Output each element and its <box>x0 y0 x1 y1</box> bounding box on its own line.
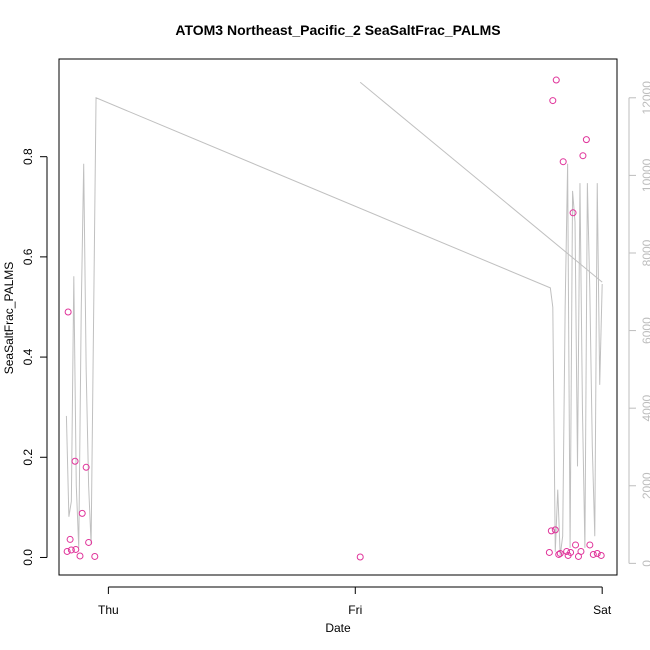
data-point <box>551 526 559 534</box>
y2-tick-label: 0 <box>640 560 650 567</box>
data-point <box>559 158 567 166</box>
data-point <box>82 463 90 471</box>
data-point <box>556 549 564 557</box>
data-point <box>569 209 577 217</box>
line-series-1 <box>65 97 603 556</box>
data-point <box>356 553 364 561</box>
x-tick-label: Thu <box>98 603 119 617</box>
point-series-layer <box>63 76 605 561</box>
y-tick-label: 0.8 <box>21 148 35 165</box>
data-point <box>549 97 557 105</box>
y-axis-label: SeaSaltFrac_PALMS <box>2 262 16 375</box>
data-point <box>582 136 590 144</box>
y2-tick-label: 10000 <box>640 158 650 192</box>
data-point <box>593 549 601 557</box>
y-tick-label: 0.0 <box>21 549 35 566</box>
data-point <box>552 76 560 84</box>
y-tick-label: 0.4 <box>21 348 35 365</box>
data-point <box>597 551 605 559</box>
data-point <box>64 308 72 316</box>
data-point <box>63 547 71 555</box>
chart-title: ATOM3 Northeast_Pacific_2 SeaSaltFrac_PA… <box>175 22 500 38</box>
data-point <box>76 552 84 560</box>
data-point <box>586 541 594 549</box>
y-tick-label: 0.6 <box>21 248 35 265</box>
y2-tick-label: 6000 <box>640 317 650 344</box>
y2-tick-label: 4000 <box>640 395 650 422</box>
data-point <box>563 547 571 555</box>
data-point <box>66 535 74 543</box>
line-series-layer <box>65 81 603 556</box>
y2-tick-label: 2000 <box>640 472 650 499</box>
data-point <box>91 552 99 560</box>
data-point <box>589 550 597 558</box>
plot-frame <box>58 58 618 576</box>
data-point <box>72 545 80 553</box>
data-point <box>579 152 587 160</box>
data-point <box>577 547 585 555</box>
data-point <box>545 548 553 556</box>
axes-layer: 0.0 0.2 0.4 0.6 0.8 0 2000 4000 6000 8000 10000 120… <box>21 81 650 617</box>
y2-tick-label: 8000 <box>640 239 650 266</box>
data-point <box>572 541 580 549</box>
data-point <box>67 546 75 554</box>
x-tick-label: Fri <box>348 603 362 617</box>
data-point <box>71 457 79 465</box>
data-point <box>555 550 563 558</box>
x-tick-label: Sat <box>593 603 612 617</box>
data-point <box>547 527 555 535</box>
x-axis-label: Date <box>325 621 351 635</box>
data-point <box>78 509 86 517</box>
data-point <box>85 538 93 546</box>
data-point <box>567 548 575 556</box>
y-tick-label: 0.2 <box>21 449 35 466</box>
y2-tick-label: 12000 <box>640 81 650 115</box>
line-series-2 <box>359 81 603 283</box>
